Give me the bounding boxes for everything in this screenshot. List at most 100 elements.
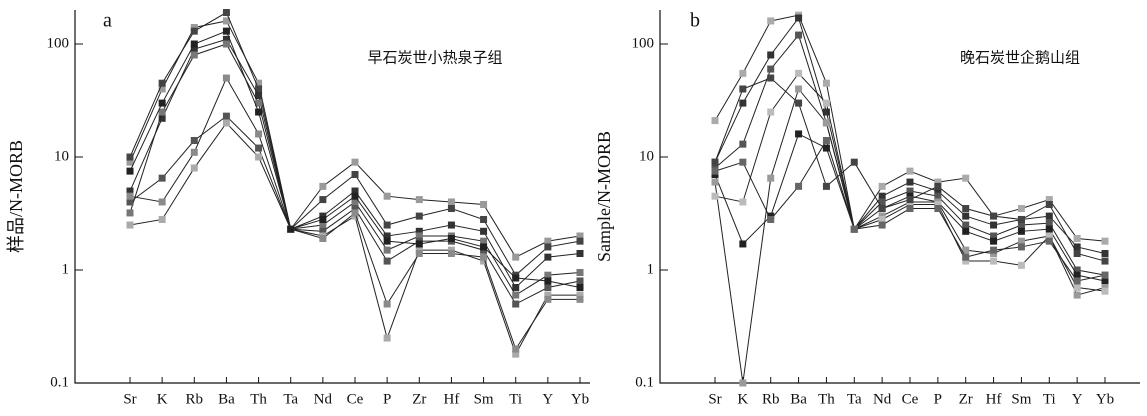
marker xyxy=(767,108,775,116)
marker xyxy=(962,253,970,261)
marker xyxy=(190,51,198,59)
marker xyxy=(126,158,134,166)
x-tick-label: Hf xyxy=(986,391,1002,407)
marker xyxy=(906,187,914,195)
x-tick-label: Ba xyxy=(218,391,235,407)
x-tick-label: Th xyxy=(818,391,835,407)
marker xyxy=(383,232,391,240)
marker xyxy=(190,24,198,32)
marker xyxy=(906,178,914,186)
marker xyxy=(480,215,488,223)
marker xyxy=(319,182,327,190)
marker xyxy=(512,350,520,358)
x-tick-label: Y xyxy=(1072,391,1083,407)
marker xyxy=(512,284,520,292)
marker xyxy=(795,182,803,190)
marker xyxy=(158,114,166,122)
marker xyxy=(319,227,327,235)
marker xyxy=(447,249,455,257)
x-tick-label: Rb xyxy=(762,391,780,407)
annotation: 晚石炭世企鹅山组 xyxy=(960,49,1080,67)
marker xyxy=(767,74,775,82)
marker xyxy=(1073,266,1081,274)
marker xyxy=(512,274,520,282)
marker xyxy=(190,148,198,156)
marker xyxy=(351,209,359,217)
marker xyxy=(319,215,327,223)
marker xyxy=(1017,243,1025,251)
marker xyxy=(480,200,488,208)
marker xyxy=(255,85,263,93)
marker xyxy=(711,117,719,125)
marker xyxy=(158,174,166,182)
x-tick-label: K xyxy=(737,391,748,407)
x-tick-label: Ce xyxy=(902,391,919,407)
marker xyxy=(158,198,166,206)
marker xyxy=(447,221,455,229)
marker xyxy=(767,17,775,25)
marker xyxy=(1017,205,1025,213)
marker xyxy=(190,45,198,53)
marker xyxy=(287,225,295,233)
marker xyxy=(255,92,263,100)
marker xyxy=(739,240,747,248)
x-tick-label: Y xyxy=(542,391,553,407)
y-tick-label: 1 xyxy=(647,261,655,277)
marker xyxy=(1045,232,1053,240)
marker xyxy=(739,379,747,387)
marker xyxy=(962,227,970,235)
marker xyxy=(795,14,803,22)
marker xyxy=(351,192,359,200)
marker xyxy=(739,158,747,166)
marker xyxy=(126,192,134,200)
marker xyxy=(1073,277,1081,285)
marker xyxy=(158,85,166,93)
marker xyxy=(990,212,998,220)
marker xyxy=(822,119,830,127)
marker xyxy=(1101,271,1109,279)
marker xyxy=(544,271,552,279)
marker xyxy=(415,249,423,257)
x-tick-label: Zr xyxy=(959,391,973,407)
marker xyxy=(447,205,455,213)
marker xyxy=(878,182,886,190)
marker xyxy=(962,174,970,182)
x-tick-label: P xyxy=(934,391,942,407)
marker xyxy=(383,257,391,265)
marker xyxy=(1017,237,1025,245)
marker xyxy=(222,9,230,17)
x-tick-label: Ta xyxy=(283,391,298,407)
marker xyxy=(906,200,914,208)
marker xyxy=(415,227,423,235)
marker xyxy=(512,253,520,261)
marker xyxy=(383,334,391,342)
x-tick-label: Zr xyxy=(412,391,426,407)
x-tick-label: Sm xyxy=(474,391,494,407)
x-tick-label: Ti xyxy=(1043,391,1056,407)
marker xyxy=(1045,196,1053,204)
marker xyxy=(222,74,230,82)
marker xyxy=(255,130,263,138)
x-tick-label: Ta xyxy=(847,391,862,407)
marker xyxy=(906,205,914,213)
marker xyxy=(512,291,520,299)
marker xyxy=(319,221,327,229)
marker xyxy=(850,225,858,233)
marker xyxy=(934,200,942,208)
y-tick-label: 0.1 xyxy=(50,374,69,390)
marker xyxy=(1073,284,1081,292)
x-tick-label: Hf xyxy=(444,391,460,407)
axes xyxy=(74,10,590,384)
marker xyxy=(1073,249,1081,257)
marker xyxy=(222,27,230,35)
marker xyxy=(767,65,775,73)
marker xyxy=(576,232,584,240)
y-tick-label: 10 xyxy=(639,148,654,164)
marker xyxy=(1073,235,1081,243)
marker xyxy=(190,164,198,172)
marker xyxy=(512,345,520,353)
marker xyxy=(1017,215,1025,223)
marker xyxy=(962,221,970,229)
marker xyxy=(255,144,263,152)
